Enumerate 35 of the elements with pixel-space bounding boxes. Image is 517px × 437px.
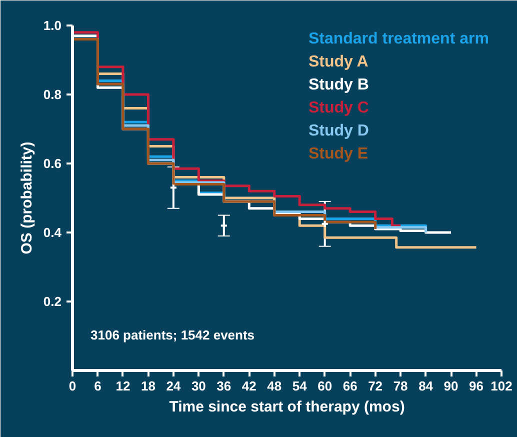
x-tick-label: 102 [490,378,512,394]
x-tick-label: 96 [469,378,484,394]
x-tick-label: 12 [116,378,130,394]
text: Study A [308,54,369,70]
text: Study E [308,146,368,162]
x-tick-label: 6 [94,378,102,394]
x-tick-label: 48 [267,378,282,394]
text: Study C [308,100,370,116]
y-tick-label: 1.0 [43,18,62,33]
annotation: 3106 patients; 1542 events [90,328,255,342]
text: Study D [308,122,369,140]
x-tick-label: 66 [342,378,358,394]
text: Standard treatment arm [308,30,489,48]
x-tick-label: 0 [68,378,76,394]
x-tick-label: 36 [216,378,232,394]
text: Study B [308,76,369,94]
y-tick-label: 0.2 [43,294,62,309]
x-tick-label: 84 [418,378,434,394]
x-tick-label: 78 [393,378,408,394]
x-tick-label: 60 [318,378,332,394]
x-tick-label: 72 [368,378,383,394]
y-tick-label: 0.4 [43,225,62,240]
y-tick-label: 0.6 [43,156,62,171]
point [169,184,178,192]
x-tick-label: 90 [444,378,458,394]
point [220,222,228,230]
x-tick-label: 54 [292,378,308,394]
x-tick-label: 24 [166,378,182,394]
y-axis-title: OS (probability) [18,142,36,254]
y-tick-label: 0.8 [43,87,62,102]
x-tick-label: 30 [191,378,206,394]
x-axis-title: Time since start of therapy (mos) [169,398,405,416]
x-tick-label: 18 [140,378,156,394]
x-tick-label: 42 [242,378,256,394]
point [320,220,329,228]
